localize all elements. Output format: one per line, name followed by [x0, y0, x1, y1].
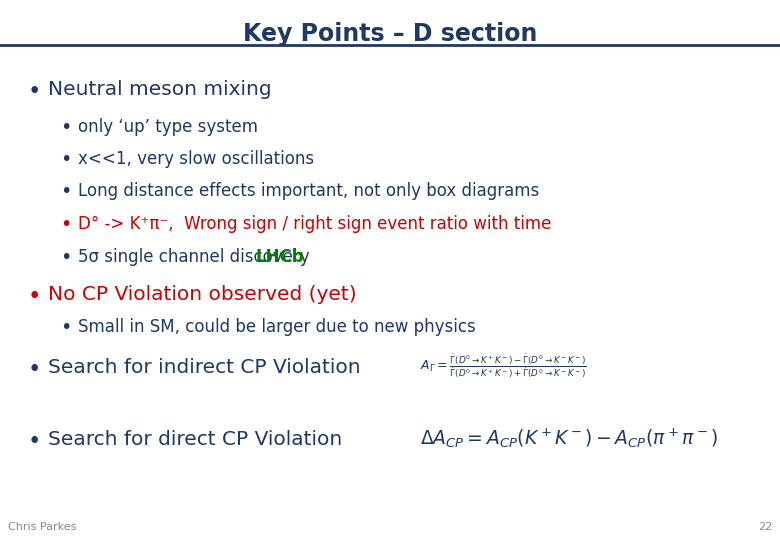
Text: Small in SM, could be larger due to new physics: Small in SM, could be larger due to new … — [78, 318, 476, 336]
Text: •: • — [60, 118, 72, 137]
Text: Chris Parkes: Chris Parkes — [8, 522, 76, 532]
Text: only ‘up’ type system: only ‘up’ type system — [78, 118, 258, 136]
Text: x<<1, very slow oscillations: x<<1, very slow oscillations — [78, 150, 314, 168]
Text: Search for direct CP Violation: Search for direct CP Violation — [48, 430, 342, 449]
Text: •: • — [28, 430, 41, 453]
Text: •: • — [60, 318, 72, 337]
Text: •: • — [60, 248, 72, 267]
Text: Long distance effects important, not only box diagrams: Long distance effects important, not onl… — [78, 182, 539, 200]
Text: Neutral meson mixing: Neutral meson mixing — [48, 80, 271, 99]
Text: •: • — [60, 150, 72, 169]
Text: •: • — [28, 80, 41, 103]
Text: Key Points – D section: Key Points – D section — [243, 22, 537, 46]
Text: $\Delta A_{CP} = A_{CP}(K^+K^-) - A_{CP}(\pi^+\pi^-)$: $\Delta A_{CP} = A_{CP}(K^+K^-) - A_{CP}… — [420, 427, 718, 450]
Text: $A_{\Gamma} = \frac{\dot{\Gamma}(D^0 \rightarrow K^+K^-) - \dot{\Gamma}(D^0 \rig: $A_{\Gamma} = \frac{\dot{\Gamma}(D^0 \ri… — [420, 353, 587, 381]
Text: LHCb: LHCb — [256, 248, 304, 266]
Text: •: • — [28, 358, 41, 381]
Text: •: • — [60, 215, 72, 234]
Text: •: • — [28, 285, 41, 308]
Text: 5σ single channel discovery: 5σ single channel discovery — [78, 248, 315, 266]
Text: D° -> K⁺π⁻,  Wrong sign / right sign event ratio with time: D° -> K⁺π⁻, Wrong sign / right sign even… — [78, 215, 551, 233]
Text: •: • — [60, 182, 72, 201]
Text: Search for indirect CP Violation: Search for indirect CP Violation — [48, 358, 360, 377]
Text: No CP Violation observed (yet): No CP Violation observed (yet) — [48, 285, 356, 304]
Text: 22: 22 — [757, 522, 772, 532]
